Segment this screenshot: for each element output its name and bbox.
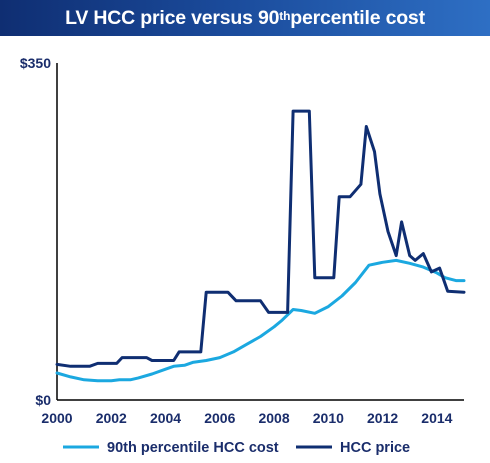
chart-title-rest: percentile cost xyxy=(290,6,425,29)
x-tick-label: 2002 xyxy=(96,410,127,426)
legend-label: HCC price xyxy=(340,440,410,456)
x-tick-label: 2000 xyxy=(41,410,72,426)
x-tick-label: 2006 xyxy=(204,410,235,426)
x-tick-label: 2010 xyxy=(313,410,344,426)
x-tick-label: 2008 xyxy=(258,410,289,426)
x-tick-label: 2014 xyxy=(421,410,452,426)
chart-title-main: LV HCC price versus 90 xyxy=(65,6,280,29)
legend-label: 90th percentile HCC cost xyxy=(107,440,279,456)
title-bar xyxy=(0,0,490,36)
x-tick-label: 2012 xyxy=(367,410,398,426)
series-line-90th-percentile-cost xyxy=(55,258,466,383)
y-tick-label: $0 xyxy=(35,392,51,408)
series-line-hcc-price xyxy=(55,109,466,368)
y-tick-label: $350 xyxy=(20,55,51,71)
chart-title-superscript: th xyxy=(279,9,291,23)
x-tick-label: 2004 xyxy=(150,410,181,426)
